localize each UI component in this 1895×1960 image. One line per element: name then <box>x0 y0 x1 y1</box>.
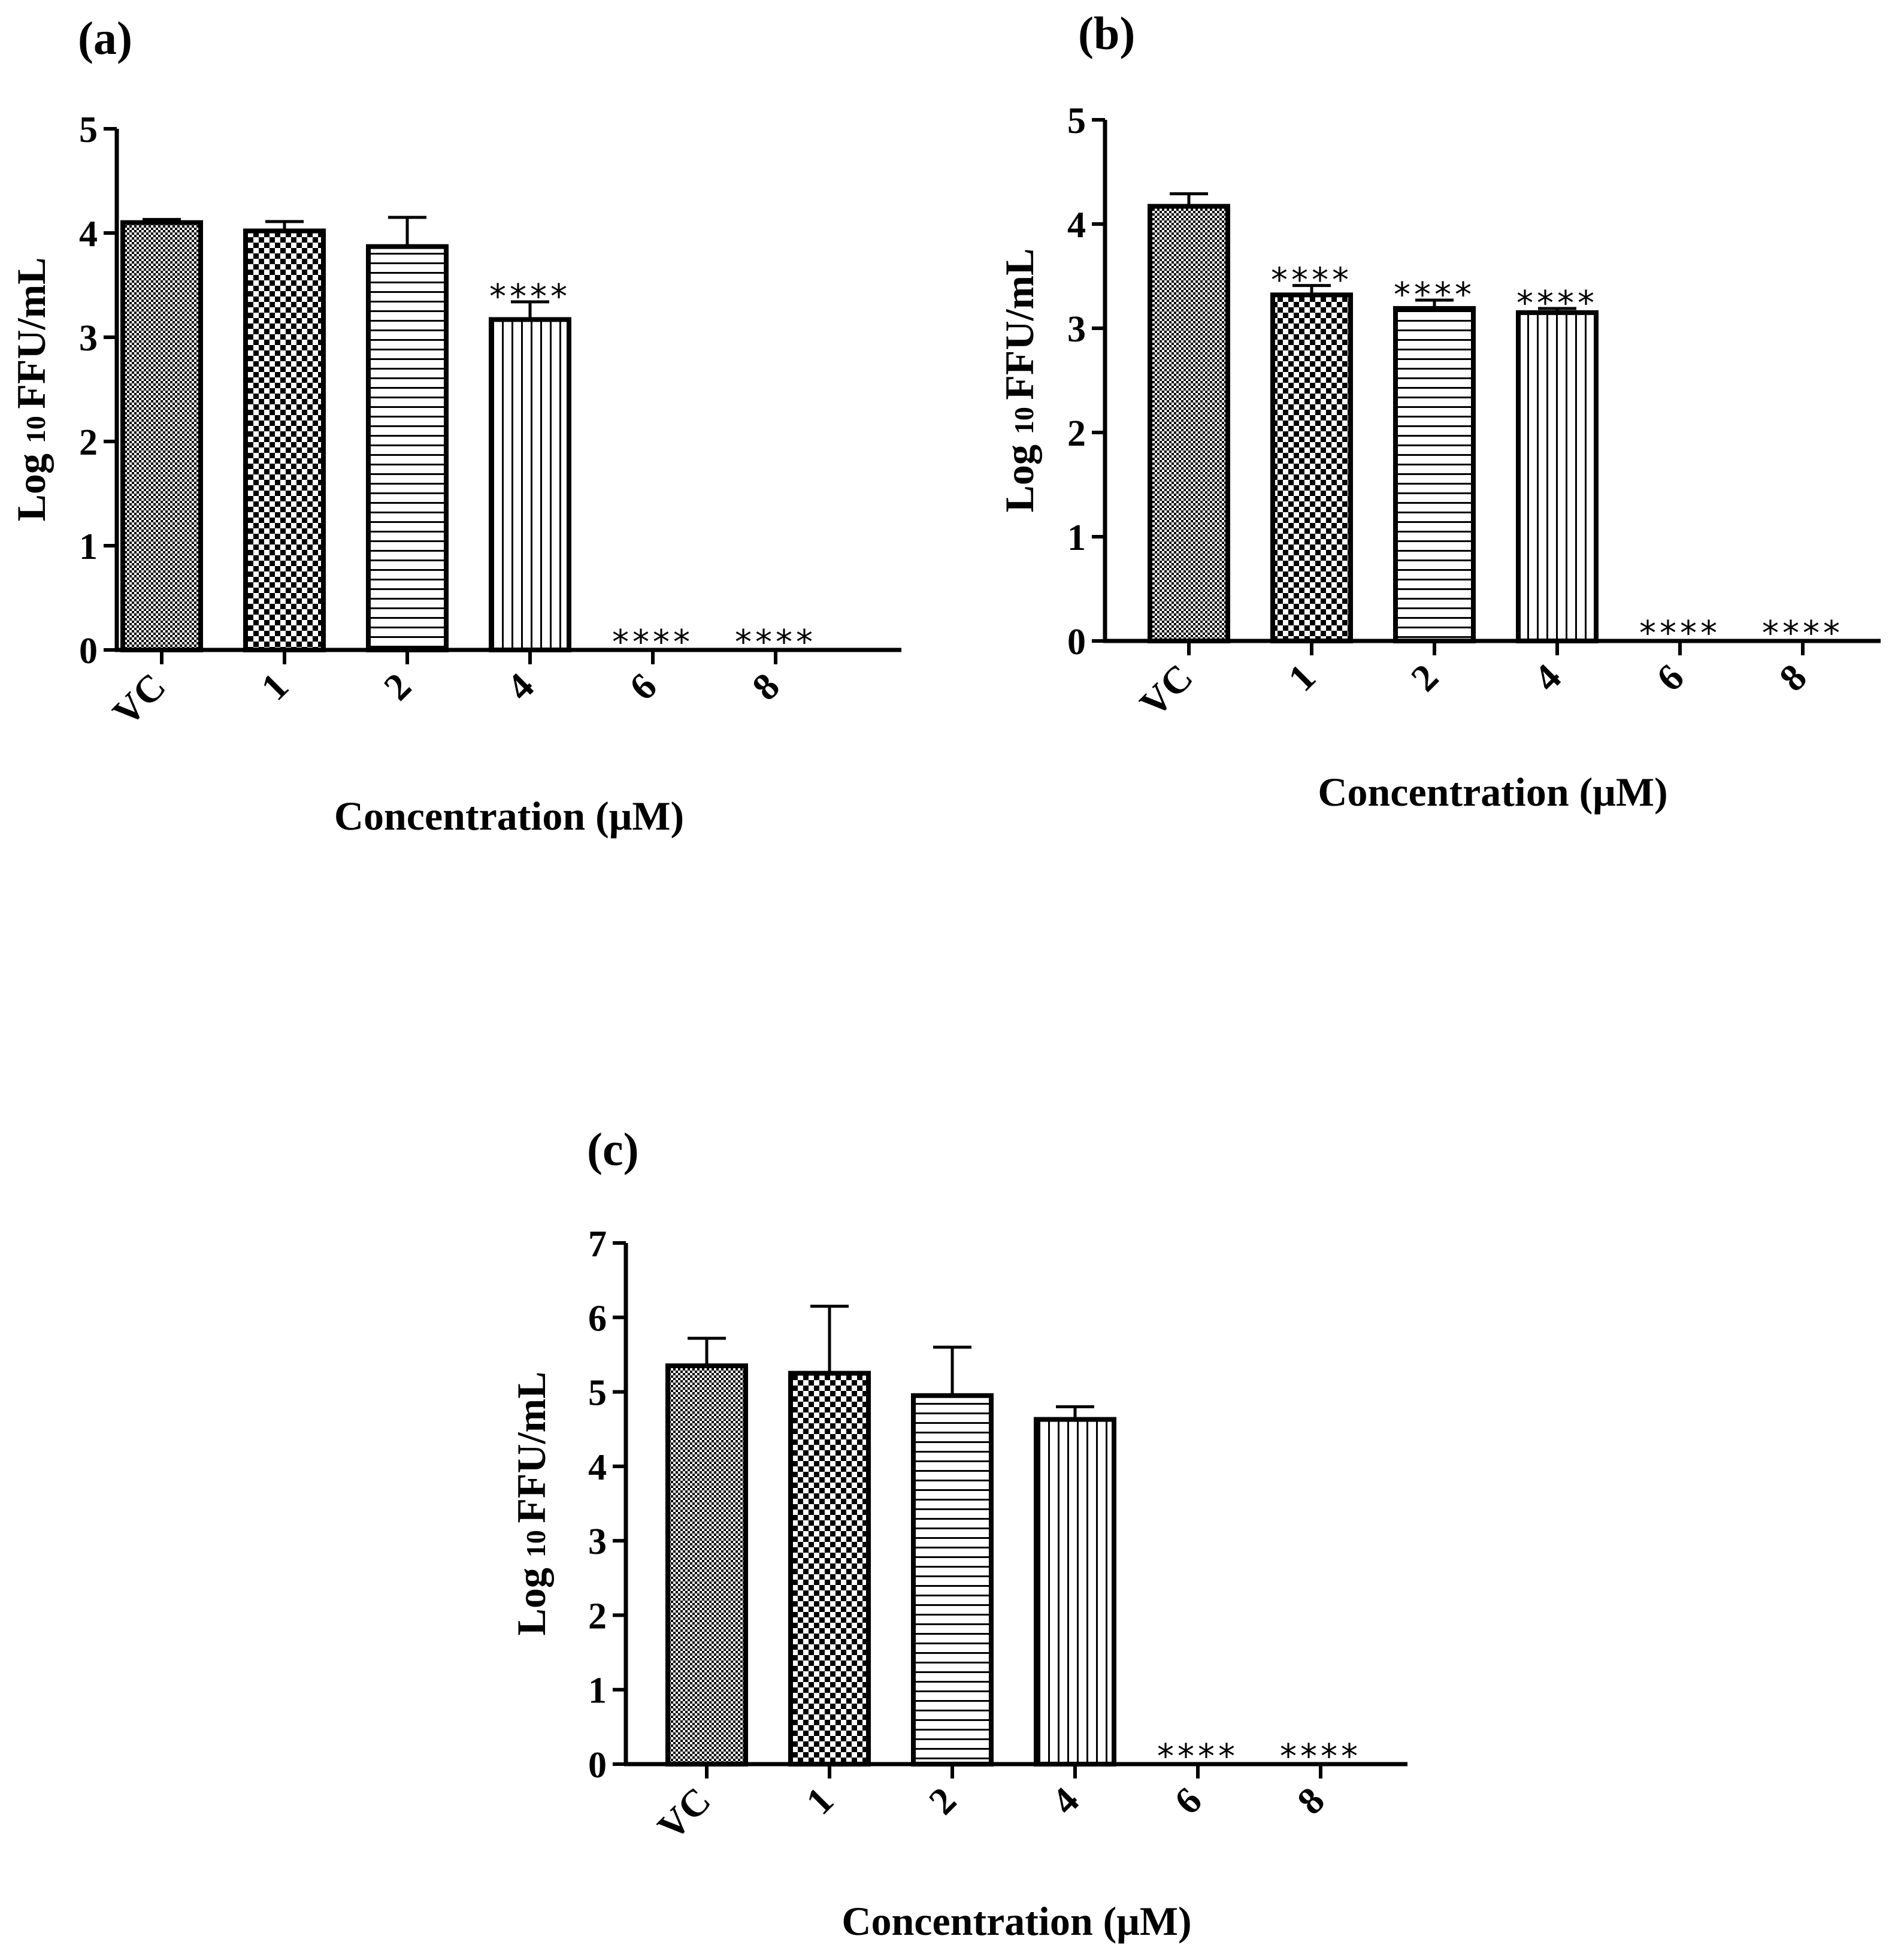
x-tick-label: 1 <box>798 1779 841 1823</box>
y-axis-title: Log 10 FFU/mL <box>8 258 54 522</box>
x-tick-label: 4 <box>1525 656 1569 700</box>
x-tick-label: 8 <box>744 665 788 709</box>
significance-label: **** <box>1516 284 1598 323</box>
bar-4 <box>1516 310 1599 643</box>
panel-label: (c) <box>587 1123 639 1175</box>
x-axis-title: Concentration (μM) <box>1318 769 1667 815</box>
y-tick-label: 1 <box>1067 518 1086 558</box>
significance-label: **** <box>1639 614 1721 653</box>
y-tick-label: 3 <box>79 318 98 359</box>
x-tick-label: 6 <box>621 665 665 709</box>
x-tick-label: 1 <box>1280 656 1324 700</box>
panel-label: (b) <box>1078 7 1135 59</box>
significance-label: **** <box>1280 1737 1361 1776</box>
y-tick-label: 0 <box>588 1745 607 1786</box>
bar-1 <box>788 1371 871 1767</box>
bar-VC <box>120 220 203 653</box>
y-axis-title-sub: 10 <box>20 409 51 444</box>
x-tick-label: 1 <box>253 665 296 709</box>
y-tick-label: 2 <box>79 422 98 463</box>
x-tick-label: VC <box>1131 656 1201 725</box>
bar-2 <box>911 1393 994 1767</box>
y-tick-label: 3 <box>588 1522 607 1562</box>
x-tick-label: 4 <box>1043 1779 1087 1823</box>
y-axis-title-tail: FFU/mL <box>997 249 1042 400</box>
y-axis-title-sub: 10 <box>1009 400 1039 435</box>
x-tick-label: 2 <box>376 665 419 709</box>
significance-label: **** <box>1271 261 1352 300</box>
y-tick-label: 1 <box>79 527 98 567</box>
x-tick-label: VC <box>649 1779 719 1849</box>
y-tick-label: 3 <box>1067 309 1086 350</box>
y-axis-title: Log 10 FFU/mL <box>997 249 1042 513</box>
y-tick-label: 0 <box>79 631 98 672</box>
x-tick-label: 6 <box>1648 656 1692 700</box>
bar-2 <box>1393 306 1476 643</box>
x-tick-label: VC <box>104 665 174 734</box>
bar-4 <box>1034 1417 1116 1767</box>
bar-1 <box>243 228 326 652</box>
y-tick-label: 7 <box>588 1224 607 1265</box>
y-axis-title: Log 10 FFU/mL <box>508 1372 554 1636</box>
bar-1 <box>1270 292 1353 643</box>
y-tick-label: 4 <box>588 1447 607 1488</box>
significance-label: **** <box>612 623 694 662</box>
x-tick-label: 2 <box>1403 656 1446 700</box>
significance-label: **** <box>1157 1737 1239 1776</box>
y-axis-title-tail: FFU/mL <box>8 258 54 409</box>
y-tick-label: 2 <box>588 1596 607 1637</box>
y-axis-title-sub: 10 <box>520 1523 551 1558</box>
significance-label: **** <box>735 623 816 662</box>
significance-label: **** <box>1762 614 1843 653</box>
y-axis-title-main: Log <box>997 434 1042 512</box>
y-tick-label: 6 <box>588 1298 607 1339</box>
x-tick-label: 8 <box>1771 656 1815 700</box>
significance-label: **** <box>1394 276 1475 314</box>
y-tick-label: 4 <box>1067 205 1086 246</box>
x-tick-label: 8 <box>1289 1779 1333 1823</box>
bar-VC <box>1148 204 1230 644</box>
y-tick-label: 0 <box>1067 622 1086 663</box>
panel-label: (a) <box>78 12 132 64</box>
y-tick-label: 5 <box>1067 101 1086 141</box>
y-tick-label: 4 <box>79 214 98 255</box>
y-axis-title-tail: FFU/mL <box>508 1372 554 1523</box>
y-tick-label: 5 <box>79 110 98 150</box>
significance-label: **** <box>489 277 571 316</box>
bar-2 <box>366 244 449 652</box>
bar-4 <box>489 317 571 652</box>
x-tick-label: 6 <box>1166 1779 1210 1823</box>
bar-VC <box>665 1363 748 1767</box>
y-axis-title-main: Log <box>8 443 54 521</box>
x-axis-title: Concentration (μM) <box>841 1898 1191 1944</box>
y-tick-label: 2 <box>1067 413 1086 454</box>
y-tick-label: 5 <box>588 1373 607 1414</box>
x-tick-label: 4 <box>498 665 542 709</box>
y-axis-title-main: Log <box>508 1557 554 1635</box>
y-tick-label: 1 <box>588 1671 607 1711</box>
x-axis-title: Concentration (μM) <box>334 793 684 839</box>
x-tick-label: 2 <box>921 1779 964 1823</box>
